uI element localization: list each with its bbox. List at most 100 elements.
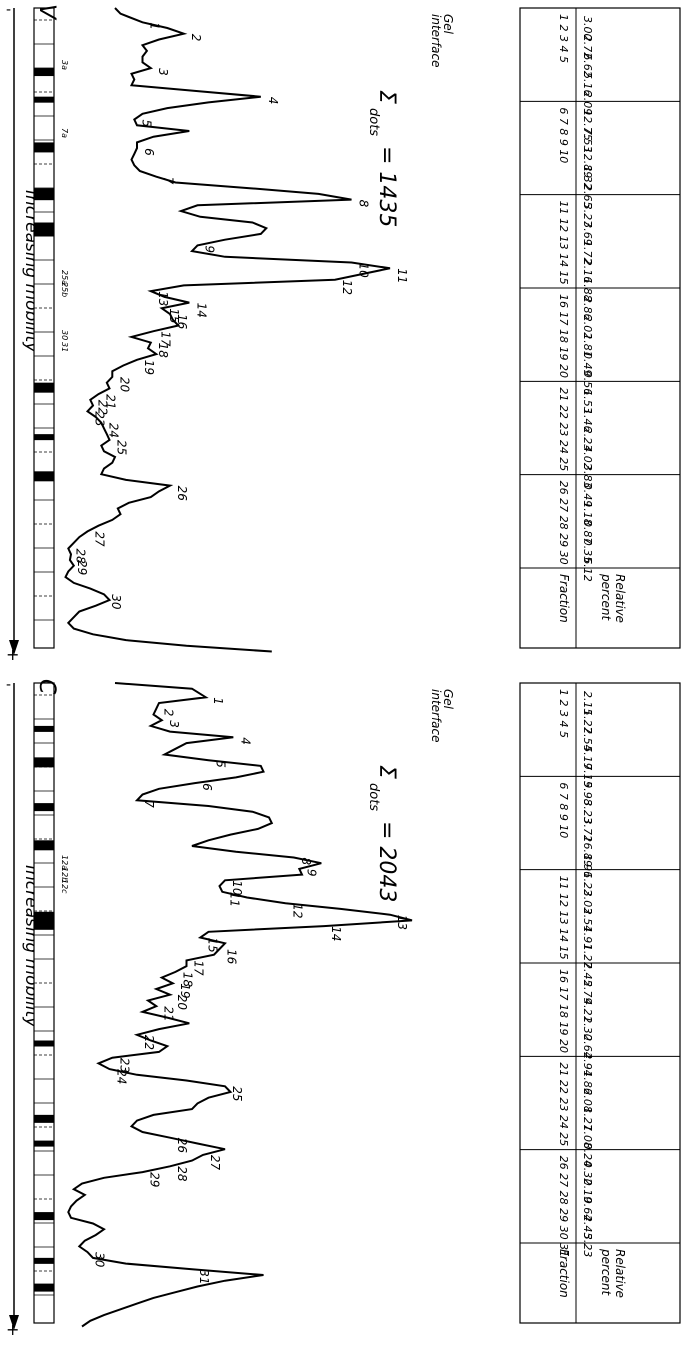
peak-label: 12	[291, 903, 305, 918]
relative-percent-value: 2.94	[581, 1052, 594, 1077]
relative-percent-value: 1.81	[581, 333, 594, 358]
peak-label: 11	[227, 892, 241, 907]
relative-percent-value: 2.65	[581, 184, 594, 209]
gel-band	[34, 382, 54, 393]
relative-percent-value: 2.30	[581, 1016, 594, 1040]
gel-band	[34, 188, 54, 201]
fraction-group-label: 11 12 13 14 15	[557, 876, 570, 960]
panel-c: -+Increasing mobilityC12a12b12c123456789…	[6, 677, 681, 1339]
peak-label: 30	[109, 594, 123, 610]
peak-label: 15	[205, 938, 219, 953]
fraction-group-label: 6 7 8 9 10	[557, 107, 570, 163]
peak-label: 7	[161, 177, 175, 185]
sum-symbol: Σ	[374, 90, 399, 104]
relative-percent-value: 5.16	[581, 72, 594, 97]
peak-label: 3	[156, 68, 170, 76]
relative-percent-value: 6.62	[581, 53, 594, 78]
relative-percent-value: 2.54	[581, 727, 594, 752]
relative-percent-value: 0.87	[581, 520, 594, 545]
relative-percent-value: 1.22	[581, 872, 594, 897]
peak-label: 1	[148, 22, 162, 30]
peak-label: 14	[329, 926, 343, 941]
relative-percent-value: 3.23	[581, 799, 594, 824]
sum-value: = 1435	[374, 146, 399, 227]
peak-label: 25	[230, 1086, 244, 1101]
sub-fraction-label: 12c	[60, 879, 69, 894]
relative-percent-value: 2.79	[581, 980, 594, 1005]
densitometer-trace	[67, 682, 413, 1328]
peak-label: 24	[115, 1069, 129, 1084]
peak-label: 16	[225, 949, 239, 965]
peak-label: 2	[189, 34, 203, 42]
peak-label: 18	[181, 972, 195, 988]
gel-strip	[33, 682, 55, 1324]
peak-label: 6	[200, 783, 214, 791]
relative-percent-value: 2.23	[581, 427, 594, 452]
peak-label: 31	[197, 1269, 211, 1284]
sum-symbol: Σ	[374, 765, 399, 779]
panel-v: -+Increasing mobilityV3a7a25a25b30311234…	[6, 2, 681, 664]
fraction-group-label: 1 2 3 4 5	[557, 689, 570, 738]
sub-fraction-label: 3a	[60, 60, 69, 70]
sub-fraction-label: 25a	[60, 270, 69, 285]
relative-percent-value: 3.83	[581, 464, 594, 489]
relative-percent-value: 2.15	[581, 691, 594, 716]
gel-band	[34, 1140, 54, 1147]
relative-percent-value: 3.03	[581, 890, 594, 915]
relative-percent-value: 2.72	[581, 35, 594, 60]
peak-label: 22	[95, 400, 109, 415]
relative-percent-value: 1.08	[581, 1125, 594, 1150]
gel-band	[34, 142, 54, 153]
relative-percent-value: 2.86	[581, 296, 594, 321]
peak-label: 13	[395, 915, 409, 930]
relative-percent-value: 1.96	[581, 854, 594, 879]
gel-interface-label: Gel	[441, 689, 455, 710]
relative-percent-value: 1.91	[581, 926, 594, 951]
gel-band	[34, 1040, 54, 1047]
peak-label: 27	[208, 1155, 222, 1171]
fraction-group-label: 16 17 18 19 20	[557, 294, 570, 378]
peak-label: 29	[148, 1172, 162, 1187]
axis-plus-label: +	[6, 645, 19, 664]
axis-plus-label: +	[6, 1320, 19, 1339]
relative-percent-value: 7.15	[581, 763, 594, 788]
relative-percent-value: 0.49	[581, 483, 594, 508]
gel-band	[34, 222, 54, 237]
peak-label: 5	[139, 120, 153, 128]
peak-label: 26	[175, 486, 189, 502]
table-header-fraction: Fraction	[557, 1249, 571, 1298]
relative-percent-value: 2.09	[581, 91, 594, 116]
relative-percent-value: 1.46	[581, 408, 594, 433]
sub-fraction-label: 12b	[60, 867, 69, 882]
relative-percent-value: 1.27	[581, 944, 594, 969]
relative-percent-value: 4.21	[581, 998, 594, 1023]
data-table	[519, 682, 681, 1324]
fraction-group-label: 1 2 3 4 5	[557, 14, 570, 63]
relative-percent-value: 3.23	[581, 1233, 594, 1258]
relative-percent-value: 1.27	[581, 1107, 594, 1132]
peak-label: 20	[117, 377, 131, 393]
peak-label: 23	[93, 411, 107, 426]
strip-label: V	[34, 4, 59, 21]
relative-percent-value: 3.69	[581, 221, 594, 246]
table-header-percent: percent	[599, 1248, 613, 1297]
sub-fraction-label: 12a	[60, 855, 69, 870]
relative-percent-value: 3.27	[581, 203, 594, 228]
relative-percent-value: 16.89	[581, 836, 594, 868]
peak-label: 10	[230, 880, 244, 896]
relative-percent-value: 7.53	[581, 128, 594, 153]
relative-percent-value: 0.56	[581, 371, 594, 396]
relative-percent-value: 2.45	[581, 1215, 594, 1240]
peak-label: 12	[340, 280, 354, 295]
relative-percent-value: 1.27	[581, 709, 594, 734]
peak-label: 24	[106, 423, 120, 438]
relative-percent-value: 12.89	[581, 147, 594, 179]
peak-label: 9	[203, 245, 217, 253]
relative-percent-value: 6.12	[581, 557, 594, 582]
peak-label: 7	[142, 800, 156, 808]
peak-label: 29	[75, 560, 89, 575]
gel-band	[34, 68, 54, 77]
relative-percent-value: 2.64	[581, 1034, 594, 1059]
relative-percent-value: 1.18	[581, 501, 594, 526]
